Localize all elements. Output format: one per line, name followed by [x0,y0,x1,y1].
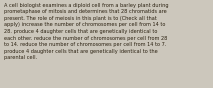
Text: A cell biologist examines a diploid cell from a barley plant during
prometaphase: A cell biologist examines a diploid cell… [4,3,168,60]
